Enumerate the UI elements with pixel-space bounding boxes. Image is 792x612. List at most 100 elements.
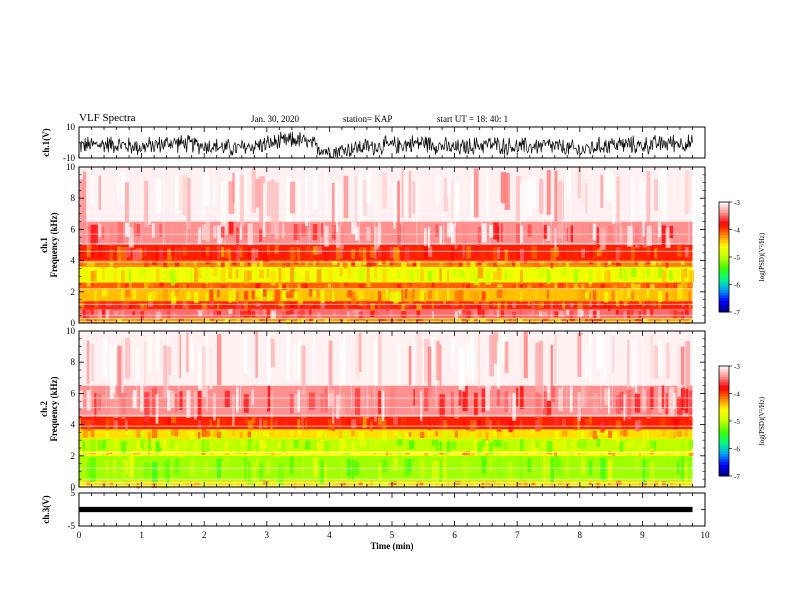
spectral-texture — [82, 451, 88, 455]
y-tick-label: 6 — [71, 224, 76, 234]
spectral-texture — [657, 301, 662, 309]
spectral-texture — [554, 227, 557, 250]
spectral-texture — [581, 284, 585, 290]
colorbar-segment — [719, 426, 729, 430]
y-tick-label: 8 — [71, 193, 76, 203]
colorbar-segment — [719, 451, 729, 455]
spectral-texture — [362, 266, 366, 281]
spectral-texture — [504, 442, 508, 450]
spectral-texture — [470, 261, 476, 268]
spectral-texture — [611, 261, 616, 265]
spectral-texture — [535, 261, 541, 268]
spectral-texture — [155, 268, 160, 284]
spectral-texture — [504, 249, 509, 264]
spectral-texture — [554, 311, 560, 317]
spectral-texture — [320, 459, 324, 485]
spectral-texture — [485, 260, 488, 267]
time-streak — [163, 167, 165, 245]
spectral-texture — [496, 260, 502, 266]
spectral-texture — [167, 310, 171, 319]
spectral-texture — [94, 319, 97, 323]
spectral-texture — [102, 226, 105, 240]
spectral-texture — [332, 260, 337, 265]
y-tick-label: 4 — [71, 256, 76, 266]
spectral-texture — [270, 391, 274, 418]
spectral-texture — [558, 282, 564, 288]
colorbar-segment — [719, 470, 729, 474]
spectral-texture — [278, 440, 281, 448]
spectral-texture — [266, 245, 270, 256]
spectral-texture — [312, 451, 315, 456]
spectral-texture — [661, 385, 664, 409]
spectral-texture — [677, 283, 683, 290]
spectral-texture — [542, 225, 548, 239]
spectral-texture — [201, 176, 206, 218]
spectral-texture — [159, 339, 163, 369]
spectral-texture — [259, 176, 265, 230]
time-streak — [339, 167, 341, 245]
spectral-texture — [531, 284, 536, 288]
spectral-texture — [358, 267, 364, 282]
spectral-texture — [684, 388, 689, 414]
spectral-texture — [604, 387, 610, 406]
x-tick-label: 9 — [640, 530, 645, 540]
spectral-texture — [381, 482, 388, 488]
spectral-texture — [604, 303, 607, 309]
spectral-texture — [305, 456, 308, 475]
spectral-texture — [531, 319, 537, 325]
spectral-texture — [236, 291, 239, 303]
spectral-texture — [251, 290, 255, 299]
spectral-texture — [470, 481, 475, 485]
spectral-texture — [240, 319, 246, 322]
time-streak — [358, 167, 360, 245]
spectral-texture — [473, 420, 477, 428]
spectral-texture — [546, 225, 550, 241]
spectral-texture — [194, 291, 199, 304]
colorbar-segment — [719, 448, 729, 452]
spectral-texture — [259, 289, 263, 301]
spectral-texture — [98, 440, 102, 451]
spectral-texture — [481, 291, 487, 301]
spectral-texture — [255, 457, 260, 470]
spectral-texture — [305, 246, 311, 255]
spectral-texture — [585, 302, 589, 310]
spectral-texture — [665, 460, 669, 485]
time-streak — [401, 167, 402, 245]
spectral-texture — [427, 346, 432, 400]
spectral-texture — [366, 170, 372, 203]
spectral-texture — [412, 262, 418, 267]
spectral-texture — [554, 440, 558, 451]
spectral-texture — [615, 420, 622, 429]
spectral-texture — [82, 441, 85, 451]
spectral-texture — [585, 319, 589, 322]
spectral-texture — [148, 270, 151, 284]
spectral-texture — [477, 267, 484, 279]
spectral-texture — [266, 291, 273, 301]
spectral-texture — [550, 262, 553, 269]
spectral-texture — [358, 311, 363, 320]
spectral-texture — [351, 221, 357, 235]
spectral-texture — [358, 261, 362, 267]
spectral-texture — [646, 310, 650, 317]
spectral-texture — [688, 260, 692, 266]
spectral-texture — [393, 262, 398, 267]
colorbar-segment — [719, 298, 729, 302]
spectral-texture — [105, 459, 109, 475]
time-streak — [669, 331, 671, 409]
spectral-texture — [243, 224, 248, 240]
spectral-texture — [374, 439, 378, 449]
spectral-texture — [539, 178, 544, 215]
spectral-texture — [90, 309, 94, 315]
spectral-texture — [466, 456, 471, 475]
spectral-texture — [496, 284, 503, 288]
spectral-texture — [286, 284, 290, 290]
spectral-texture — [654, 179, 660, 211]
spectral-texture — [562, 302, 566, 309]
spectral-texture — [174, 262, 180, 267]
spectral-texture — [224, 302, 228, 307]
colorbar-segment — [719, 221, 729, 225]
spectral-texture — [171, 390, 175, 408]
spectral-texture — [558, 181, 564, 221]
spectral-texture — [638, 269, 641, 284]
spectral-texture — [642, 451, 648, 455]
